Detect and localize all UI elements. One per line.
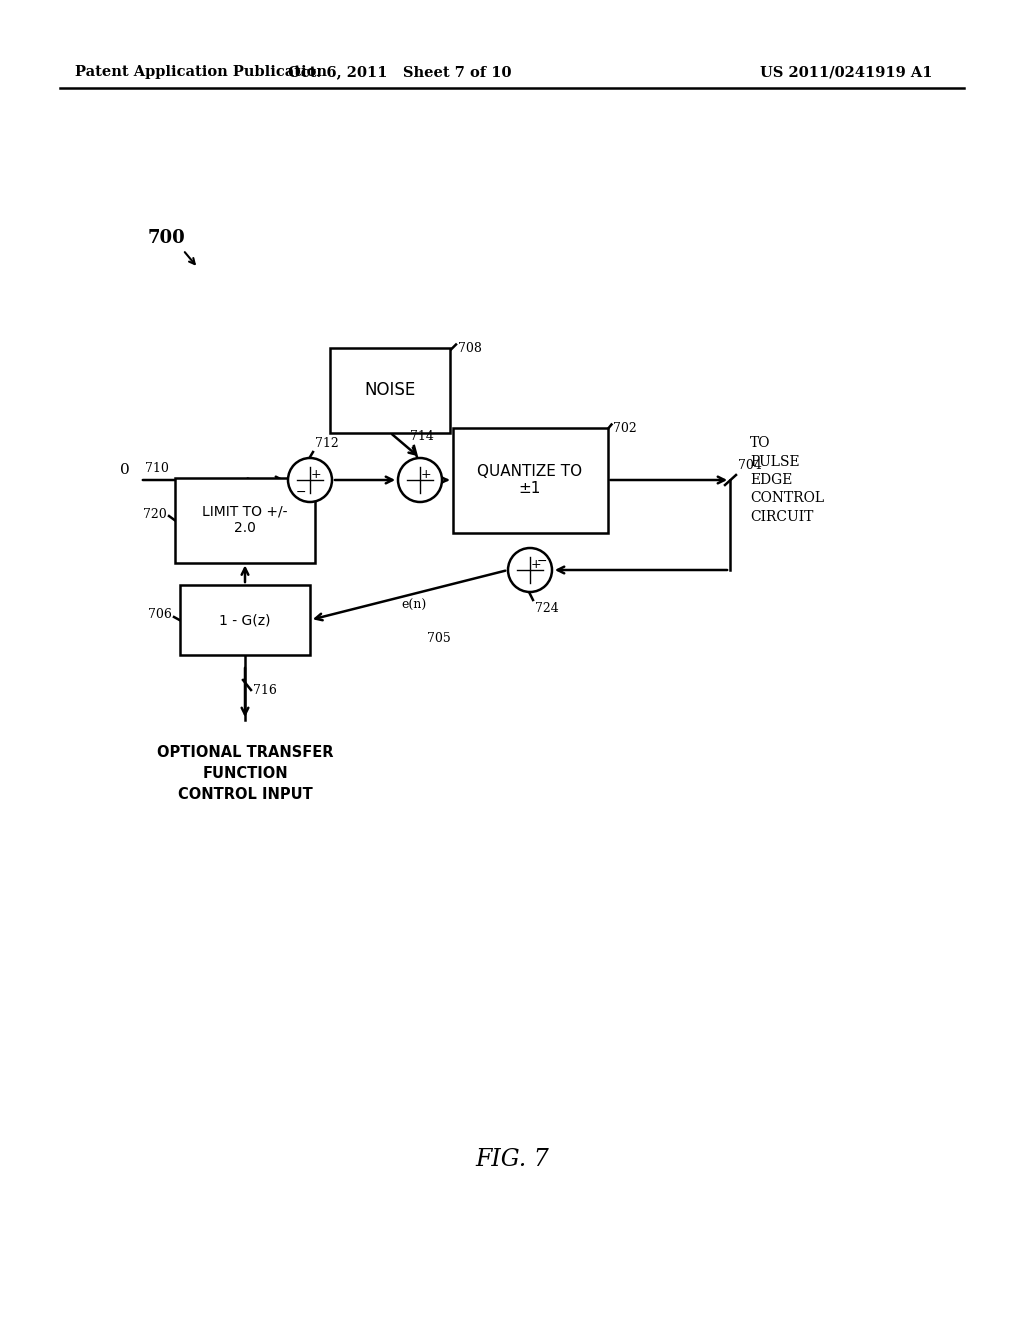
Text: LIMIT TO +/-
2.0: LIMIT TO +/- 2.0 xyxy=(203,504,288,535)
Text: FIG. 7: FIG. 7 xyxy=(475,1148,549,1172)
Text: −: − xyxy=(537,554,548,568)
Text: 712: 712 xyxy=(315,437,339,450)
Text: 700: 700 xyxy=(148,228,185,247)
Text: 702: 702 xyxy=(613,422,637,436)
Text: QUANTIZE TO
±1: QUANTIZE TO ±1 xyxy=(477,463,583,496)
Text: +: + xyxy=(530,558,541,572)
Bar xyxy=(175,478,315,562)
Bar xyxy=(330,347,450,433)
Text: TO
PULSE
EDGE
CONTROL
CIRCUIT: TO PULSE EDGE CONTROL CIRCUIT xyxy=(750,436,824,524)
Text: 704: 704 xyxy=(738,459,762,473)
Text: e(n): e(n) xyxy=(401,599,427,612)
Circle shape xyxy=(398,458,442,502)
Text: 1 - G(z): 1 - G(z) xyxy=(219,612,270,627)
Text: 705: 705 xyxy=(427,632,451,645)
Bar xyxy=(180,585,310,655)
Text: 724: 724 xyxy=(535,602,559,615)
Text: Patent Application Publication: Patent Application Publication xyxy=(75,65,327,79)
Text: Oct. 6, 2011   Sheet 7 of 10: Oct. 6, 2011 Sheet 7 of 10 xyxy=(288,65,512,79)
Text: 710: 710 xyxy=(145,462,169,475)
Text: +: + xyxy=(310,469,321,480)
Bar xyxy=(453,428,607,532)
Circle shape xyxy=(288,458,332,502)
Text: 0: 0 xyxy=(120,463,130,477)
Text: 708: 708 xyxy=(458,342,482,355)
Text: 720: 720 xyxy=(143,507,167,520)
Text: US 2011/0241919 A1: US 2011/0241919 A1 xyxy=(760,65,933,79)
Text: OPTIONAL TRANSFER
FUNCTION
CONTROL INPUT: OPTIONAL TRANSFER FUNCTION CONTROL INPUT xyxy=(157,744,333,803)
Circle shape xyxy=(508,548,552,591)
Text: NOISE: NOISE xyxy=(365,381,416,399)
Text: 714: 714 xyxy=(410,430,434,444)
Text: −: − xyxy=(296,486,306,499)
Text: 716: 716 xyxy=(253,684,276,697)
Text: 706: 706 xyxy=(148,609,172,622)
Text: +: + xyxy=(420,469,431,480)
